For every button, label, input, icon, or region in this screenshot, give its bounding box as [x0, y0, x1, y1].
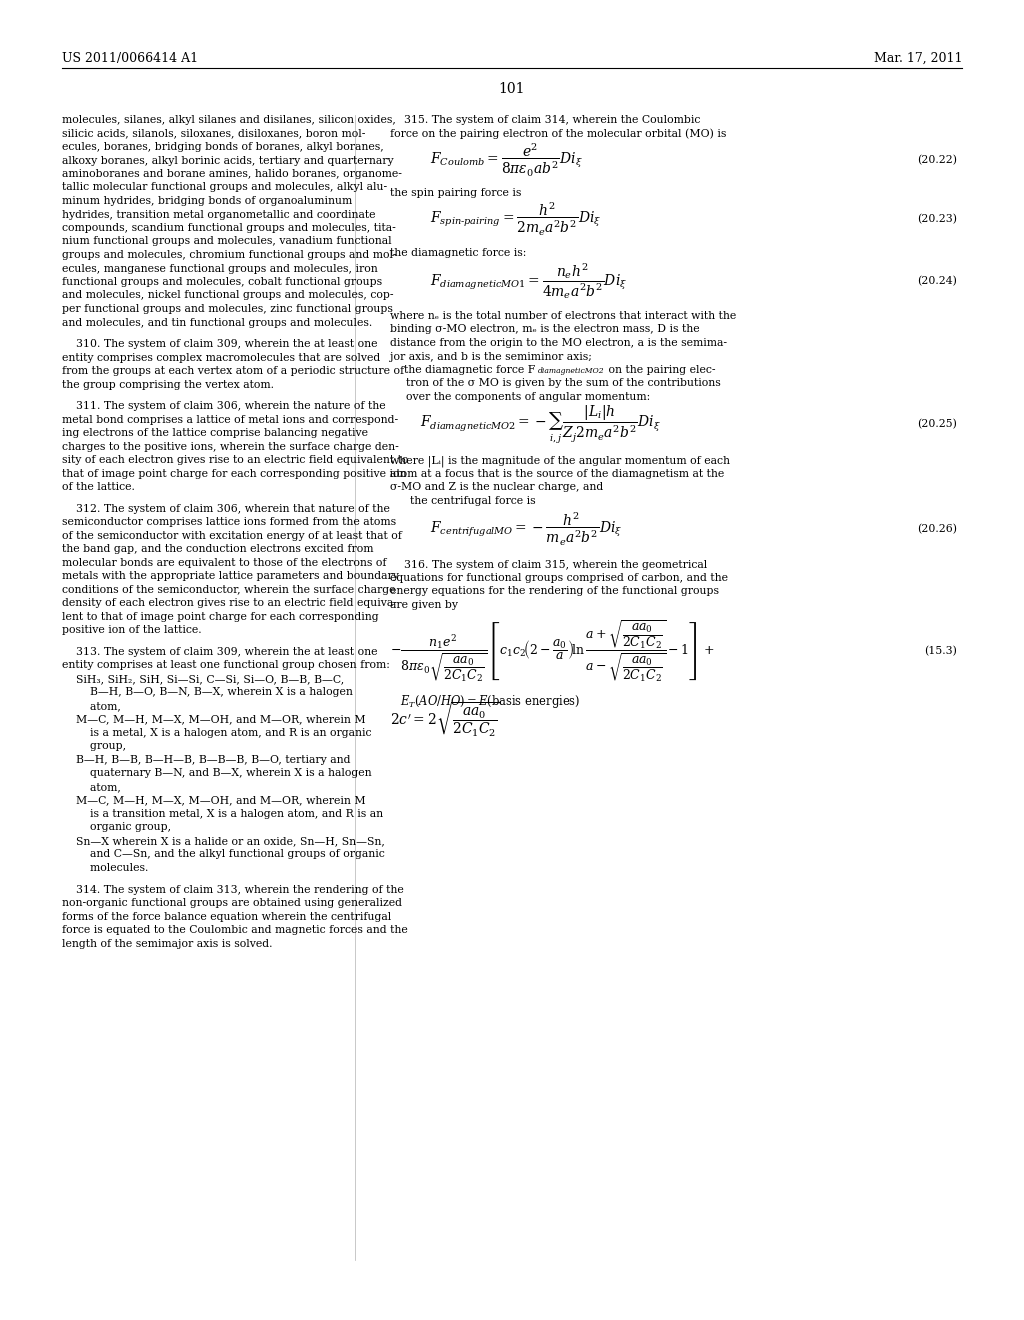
Text: tron of the σ MO is given by the sum of the contributions: tron of the σ MO is given by the sum of …: [406, 379, 721, 388]
Text: functional groups and molecules, cobalt functional groups: functional groups and molecules, cobalt …: [62, 277, 382, 286]
Text: silicic acids, silanols, siloxanes, disiloxanes, boron mol-: silicic acids, silanols, siloxanes, disi…: [62, 128, 366, 139]
Text: compounds, scandium functional groups and molecules, tita-: compounds, scandium functional groups an…: [62, 223, 395, 234]
Text: $F_{Coulomb} = \dfrac{e^{2}}{8\pi\varepsilon_{0}ab^{2}}Di_{\xi}$: $F_{Coulomb} = \dfrac{e^{2}}{8\pi\vareps…: [430, 141, 583, 178]
Text: charges to the positive ions, wherein the surface charge den-: charges to the positive ions, wherein th…: [62, 442, 398, 451]
Text: 311. The system of claim 306, wherein the nature of the: 311. The system of claim 306, wherein th…: [62, 401, 386, 412]
Text: (20.24): (20.24): [918, 276, 957, 286]
Text: M—C, M—H, M—X, M—OH, and M—OR, wherein M: M—C, M—H, M—X, M—OH, and M—OR, wherein M: [62, 714, 366, 725]
Text: (20.22): (20.22): [918, 154, 957, 165]
Text: length of the semimajor axis is solved.: length of the semimajor axis is solved.: [62, 939, 272, 949]
Text: (15.3): (15.3): [924, 647, 957, 656]
Text: of the semiconductor with excitation energy of at least that of: of the semiconductor with excitation ene…: [62, 531, 401, 541]
Text: 316. The system of claim 315, wherein the geometrical: 316. The system of claim 315, wherein th…: [390, 560, 708, 569]
Text: $F_{centrifugalMO} = -\dfrac{h^{2}}{m_{e}a^{2}b^{2}}Di_{\xi}$: $F_{centrifugalMO} = -\dfrac{h^{2}}{m_{e…: [430, 511, 623, 548]
Text: quaternary B—N, and B—X, wherein X is a halogen: quaternary B—N, and B—X, wherein X is a …: [62, 768, 372, 779]
Text: $F_{spin\text{-}pairing} = \dfrac{h^{2}}{2m_{e}a^{2}b^{2}}Di_{\xi}$: $F_{spin\text{-}pairing} = \dfrac{h^{2}}…: [430, 201, 601, 238]
Text: metal bond comprises a lattice of metal ions and correspond-: metal bond comprises a lattice of metal …: [62, 414, 398, 425]
Text: atom at a focus that is the source of the diamagnetism at the: atom at a focus that is the source of th…: [390, 469, 724, 479]
Text: $F_{diamagneticMO2} = -\sum_{i,j}\dfrac{|L_{i}|h}{Z_{j}2m_{e}a^{2}b^{2}}Di_{\xi}: $F_{diamagneticMO2} = -\sum_{i,j}\dfrac{…: [420, 404, 660, 445]
Text: metals with the appropriate lattice parameters and boundary: metals with the appropriate lattice para…: [62, 572, 399, 581]
Text: that of image point charge for each corresponding positive ion: that of image point charge for each corr…: [62, 469, 407, 479]
Text: molecules.: molecules.: [62, 863, 148, 873]
Text: forms of the force balance equation wherein the centrifugal: forms of the force balance equation wher…: [62, 912, 391, 921]
Text: atom,: atom,: [62, 781, 121, 792]
Text: hydrides, transition metal organometallic and coordinate: hydrides, transition metal organometalli…: [62, 210, 376, 219]
Text: and molecules, and tin functional groups and molecules.: and molecules, and tin functional groups…: [62, 318, 373, 327]
Text: organic group,: organic group,: [62, 822, 171, 833]
Text: $E_T(AO/HO) = E(\mathrm{basis\ energies})$: $E_T(AO/HO) = E(\mathrm{basis\ energies}…: [399, 693, 581, 710]
Text: σ-MO and Z is the nuclear charge, and: σ-MO and Z is the nuclear charge, and: [390, 483, 603, 492]
Text: are given by: are given by: [390, 601, 458, 610]
Text: the diamagnetic force is:: the diamagnetic force is:: [390, 248, 526, 257]
Text: conditions of the semiconductor, wherein the surface charge: conditions of the semiconductor, wherein…: [62, 585, 395, 595]
Text: $2c^{\prime} = 2\sqrt{\dfrac{aa_0}{2C_1C_2}}$: $2c^{\prime} = 2\sqrt{\dfrac{aa_0}{2C_1C…: [390, 701, 501, 739]
Text: the spin pairing force is: the spin pairing force is: [390, 187, 521, 198]
Text: diamagneticMO2: diamagneticMO2: [538, 367, 604, 375]
Text: 314. The system of claim 313, wherein the rendering of the: 314. The system of claim 313, wherein th…: [62, 884, 403, 895]
Text: $F_{diamagneticMO1} = \dfrac{n_{e}h^{2}}{4m_{e}a^{2}b^{2}}Di_{\xi}$: $F_{diamagneticMO1} = \dfrac{n_{e}h^{2}}…: [430, 261, 628, 301]
Text: Sn—X wherein X is a halide or an oxide, Sn—H, Sn—Sn,: Sn—X wherein X is a halide or an oxide, …: [62, 836, 385, 846]
Text: positive ion of the lattice.: positive ion of the lattice.: [62, 626, 202, 635]
Text: (20.25): (20.25): [918, 420, 957, 429]
Text: the centrifugal force is: the centrifugal force is: [410, 496, 536, 506]
Text: 310. The system of claim 309, wherein the at least one: 310. The system of claim 309, wherein th…: [62, 339, 378, 348]
Text: ecules, manganese functional groups and molecules, iron: ecules, manganese functional groups and …: [62, 264, 378, 273]
Text: 312. The system of claim 306, wherein that nature of the: 312. The system of claim 306, wherein th…: [62, 504, 390, 513]
Text: of the lattice.: of the lattice.: [62, 482, 135, 492]
Text: 101: 101: [499, 82, 525, 96]
Text: (20.23): (20.23): [918, 214, 957, 224]
Text: non-organic functional groups are obtained using generalized: non-organic functional groups are obtain…: [62, 898, 402, 908]
Text: atom,: atom,: [62, 701, 121, 711]
Text: B—H, B—O, B—N, B—X, wherein X is a halogen: B—H, B—O, B—N, B—X, wherein X is a halog…: [62, 688, 353, 697]
Text: sity of each electron gives rise to an electric field equivalent to: sity of each electron gives rise to an e…: [62, 455, 409, 465]
Text: aminoboranes and borane amines, halido boranes, organome-: aminoboranes and borane amines, halido b…: [62, 169, 401, 180]
Text: entity comprises complex macromolecules that are solved: entity comprises complex macromolecules …: [62, 352, 380, 363]
Text: US 2011/0066414 A1: US 2011/0066414 A1: [62, 51, 198, 65]
Text: over the components of angular momentum:: over the components of angular momentum:: [406, 392, 650, 403]
Text: $-\dfrac{n_1 e^2}{8\pi\varepsilon_0\sqrt{\dfrac{aa_0}{2C_1C_2}}}$$\left[c_1c_2\!: $-\dfrac{n_1 e^2}{8\pi\varepsilon_0\sqrt…: [390, 619, 715, 684]
Text: lent to that of image point charge for each corresponding: lent to that of image point charge for e…: [62, 611, 379, 622]
Text: (20.26): (20.26): [918, 524, 957, 535]
Text: semiconductor comprises lattice ions formed from the atoms: semiconductor comprises lattice ions for…: [62, 517, 396, 527]
Text: where |Lᵢ| is the magnitude of the angular momentum of each: where |Lᵢ| is the magnitude of the angul…: [390, 455, 730, 467]
Text: nium functional groups and molecules, vanadium functional: nium functional groups and molecules, va…: [62, 236, 391, 247]
Text: from the groups at each vertex atom of a periodic structure of: from the groups at each vertex atom of a…: [62, 366, 404, 376]
Text: density of each electron gives rise to an electric field equiva-: density of each electron gives rise to a…: [62, 598, 397, 609]
Text: tallic molecular functional groups and molecules, alkyl alu-: tallic molecular functional groups and m…: [62, 182, 387, 193]
Text: is a transition metal, X is a halogen atom, and R is an: is a transition metal, X is a halogen at…: [62, 809, 383, 818]
Text: on the pairing elec-: on the pairing elec-: [605, 366, 716, 375]
Text: entity comprises at least one functional group chosen from:: entity comprises at least one functional…: [62, 660, 390, 671]
Text: Mar. 17, 2011: Mar. 17, 2011: [873, 51, 962, 65]
Text: force on the pairing electron of the molecular orbital (MO) is: force on the pairing electron of the mol…: [390, 128, 726, 139]
Text: 313. The system of claim 309, wherein the at least one: 313. The system of claim 309, wherein th…: [62, 647, 378, 657]
Text: molecular bonds are equivalent to those of the electrons of: molecular bonds are equivalent to those …: [62, 558, 386, 568]
Text: alkoxy boranes, alkyl borinic acids, tertiary and quarternary: alkoxy boranes, alkyl borinic acids, ter…: [62, 156, 393, 165]
Text: M—C, M—H, M—X, M—OH, and M—OR, wherein M: M—C, M—H, M—X, M—OH, and M—OR, wherein M: [62, 796, 366, 805]
Text: energy equations for the rendering of the functional groups: energy equations for the rendering of th…: [390, 586, 719, 597]
Text: ing electrons of the lattice comprise balancing negative: ing electrons of the lattice comprise ba…: [62, 428, 368, 438]
Text: the diamagnetic force F: the diamagnetic force F: [390, 366, 536, 375]
Text: minum hydrides, bridging bonds of organoaluminum: minum hydrides, bridging bonds of organo…: [62, 195, 352, 206]
Text: binding σ-MO electron, mₑ is the electron mass, D is the: binding σ-MO electron, mₑ is the electro…: [390, 325, 699, 334]
Text: the band gap, and the conduction electrons excited from: the band gap, and the conduction electro…: [62, 544, 374, 554]
Text: force is equated to the Coulombic and magnetic forces and the: force is equated to the Coulombic and ma…: [62, 925, 408, 935]
Text: group,: group,: [62, 742, 126, 751]
Text: and molecules, nickel functional groups and molecules, cop-: and molecules, nickel functional groups …: [62, 290, 393, 301]
Text: jor axis, and b is the semiminor axis;: jor axis, and b is the semiminor axis;: [390, 351, 592, 362]
Text: and C—Sn, and the alkyl functional groups of organic: and C—Sn, and the alkyl functional group…: [62, 849, 385, 859]
Text: where nₑ is the total number of electrons that interact with the: where nₑ is the total number of electron…: [390, 312, 736, 321]
Text: 315. The system of claim 314, wherein the Coulombic: 315. The system of claim 314, wherein th…: [390, 115, 700, 125]
Text: groups and molecules, chromium functional groups and mol-: groups and molecules, chromium functiona…: [62, 249, 396, 260]
Text: equations for functional groups comprised of carbon, and the: equations for functional groups comprise…: [390, 573, 728, 583]
Text: per functional groups and molecules, zinc functional groups: per functional groups and molecules, zin…: [62, 304, 393, 314]
Text: distance from the origin to the MO electron, a is the semima-: distance from the origin to the MO elect…: [390, 338, 727, 348]
Text: ecules, boranes, bridging bonds of boranes, alkyl boranes,: ecules, boranes, bridging bonds of boran…: [62, 143, 384, 152]
Text: is a metal, X is a halogen atom, and R is an organic: is a metal, X is a halogen atom, and R i…: [62, 727, 372, 738]
Text: SiH₃, SiH₂, SiH, Si—Si, C—Si, Si—O, B—B, B—C,: SiH₃, SiH₂, SiH, Si—Si, C—Si, Si—O, B—B,…: [62, 675, 344, 684]
Text: the group comprising the vertex atom.: the group comprising the vertex atom.: [62, 380, 274, 389]
Text: molecules, silanes, alkyl silanes and disilanes, silicon oxides,: molecules, silanes, alkyl silanes and di…: [62, 115, 396, 125]
Text: B—H, B—B, B—H—B, B—B—B, B—O, tertiary and: B—H, B—B, B—H—B, B—B—B, B—O, tertiary an…: [62, 755, 350, 764]
